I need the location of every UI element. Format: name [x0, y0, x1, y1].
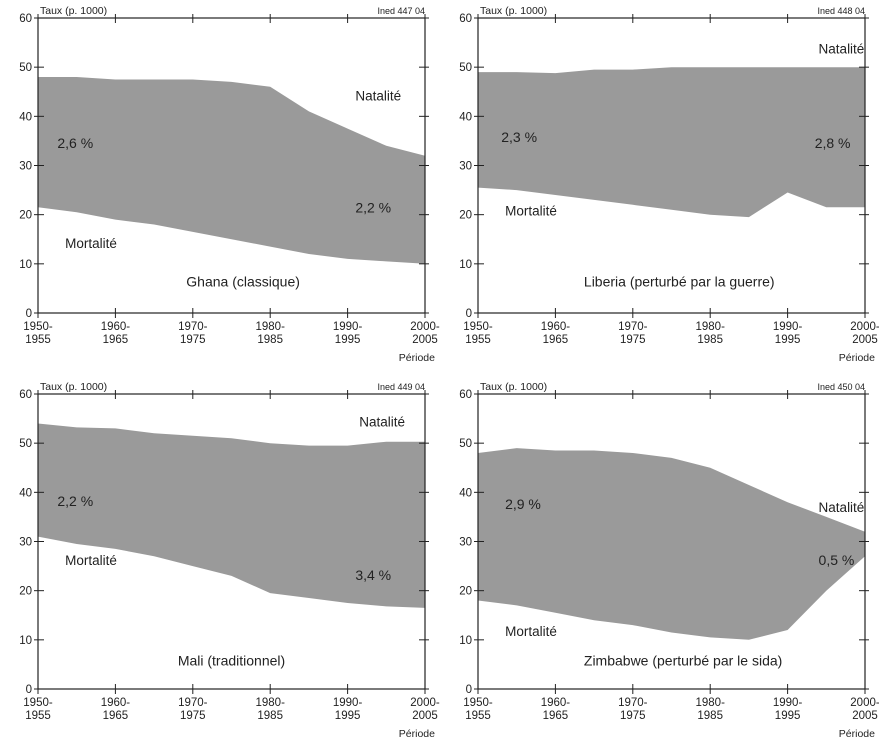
x-tick-label: 2000-2005	[410, 321, 440, 346]
mortality-label: Mortalité	[505, 624, 557, 639]
x-tick-label: 1970-1975	[618, 697, 648, 722]
natality-label: Natalité	[819, 41, 865, 56]
x-tick-label: 1970-1975	[178, 321, 208, 346]
x-tick-label: 1970-1975	[618, 321, 648, 346]
figure-code: Ined 447 04	[377, 6, 425, 16]
chart-svg: 0 10 20 30 40 50 60 1950-1955 1960-1965 1970-1975…	[19, 5, 440, 364]
growth-rate-annotation: 2,2 %	[57, 493, 93, 509]
chart-svg: 0 10 20 30 40 50 60 1950-1955 1960-1965 1970-1975…	[459, 381, 879, 740]
panel-zimbabwe: 0 10 20 30 40 50 60 1950-1955 1960-1965 1970-1975…	[440, 376, 879, 752]
y-tick-label: 40	[19, 487, 32, 499]
y-tick-label: 50	[459, 438, 472, 450]
mortality-label: Mortalité	[65, 553, 117, 568]
x-tick-label: 2000-2005	[850, 321, 879, 346]
y-tick-label: 10	[459, 259, 472, 271]
growth-band	[478, 448, 865, 640]
natality-label: Natalité	[819, 500, 865, 515]
y-tick-label: 50	[19, 62, 32, 74]
mortality-label: Mortalité	[65, 236, 117, 251]
figure-code: Ined 449 04	[377, 382, 425, 392]
y-tick-label: 10	[19, 259, 32, 271]
chart-svg: 0 10 20 30 40 50 60 1950-1955 1960-1965 1970-1975…	[19, 381, 440, 740]
x-tick-label: 2000-2005	[850, 697, 879, 722]
y-tick-label: 60	[19, 389, 32, 401]
mortality-label: Mortalité	[505, 204, 557, 219]
country-label: Zimbabwe (perturbé par le sida)	[584, 652, 782, 668]
x-tick-label: 1990-1995	[773, 321, 803, 346]
panel-ghana: 0 10 20 30 40 50 60 1950-1955 1960-1965 1970-1975…	[0, 0, 440, 376]
country-label: Mali (traditionnel)	[178, 652, 285, 668]
growth-band	[38, 77, 425, 264]
x-axis-label: Période	[399, 728, 435, 740]
y-tick-label: 50	[459, 62, 472, 74]
growth-rate-annotation: 2,2 %	[355, 200, 391, 216]
growth-rate-annotation: 0,5 %	[819, 552, 855, 568]
y-tick-label: 60	[19, 13, 32, 25]
y-tick-label: 40	[459, 487, 472, 499]
natality-label: Natalité	[355, 89, 401, 104]
x-tick-label: 2000-2005	[410, 697, 440, 722]
chart-svg: 0 10 20 30 40 50 60 1950-1955 1960-1965 1970-1975…	[459, 5, 879, 364]
country-label: Liberia (perturbé par la guerre)	[584, 273, 775, 289]
growth-band	[478, 67, 865, 218]
x-tick-label: 1990-1995	[333, 697, 363, 722]
y-tick-label: 10	[459, 635, 472, 647]
country-label: Ghana (classique)	[186, 273, 300, 289]
panel-liberia: 0 10 20 30 40 50 60 1950-1955 1960-1965 1970-1975…	[440, 0, 879, 376]
y-tick-label: 0	[466, 684, 472, 696]
y-tick-label: 30	[459, 537, 472, 549]
x-tick-label: 1960-1965	[541, 321, 571, 346]
x-tick-label: 1980-1985	[255, 697, 285, 722]
y-tick-label: 0	[466, 308, 472, 320]
x-tick-label: 1990-1995	[333, 321, 363, 346]
y-tick-label: 20	[459, 210, 472, 222]
x-tick-label: 1950-1955	[463, 321, 493, 346]
natality-label: Natalité	[359, 414, 405, 429]
x-tick-label: 1950-1955	[23, 697, 53, 722]
y-tick-label: 50	[19, 438, 32, 450]
x-tick-label: 1950-1955	[23, 321, 53, 346]
y-axis-label: Taux (p. 1000)	[480, 381, 547, 393]
x-axis-label: Période	[839, 728, 875, 740]
y-tick-label: 20	[19, 586, 32, 598]
x-tick-label: 1960-1965	[101, 321, 131, 346]
y-tick-label: 30	[19, 161, 32, 173]
growth-rate-annotation: 2,9 %	[505, 496, 541, 512]
y-axis-label: Taux (p. 1000)	[40, 381, 107, 393]
panel-mali: 0 10 20 30 40 50 60 1950-1955 1960-1965 1970-1975…	[0, 376, 440, 752]
figure-code: Ined 450 04	[817, 382, 865, 392]
growth-rate-annotation: 3,4 %	[355, 567, 391, 583]
growth-rate-annotation: 2,6 %	[57, 135, 93, 151]
x-tick-label: 1980-1985	[255, 321, 285, 346]
x-tick-label: 1960-1965	[101, 697, 131, 722]
x-tick-label: 1950-1955	[463, 697, 493, 722]
x-tick-label: 1980-1985	[695, 697, 725, 722]
x-axis-label: Période	[399, 352, 435, 364]
growth-band	[38, 423, 425, 608]
y-tick-label: 60	[459, 389, 472, 401]
x-tick-label: 1990-1995	[773, 697, 803, 722]
y-axis-label: Taux (p. 1000)	[480, 5, 547, 17]
y-tick-label: 30	[459, 161, 472, 173]
y-tick-label: 10	[19, 635, 32, 647]
y-tick-label: 20	[19, 210, 32, 222]
figure-code: Ined 448 04	[817, 6, 865, 16]
x-tick-label: 1970-1975	[178, 697, 208, 722]
y-tick-label: 20	[459, 586, 472, 598]
y-tick-label: 60	[459, 13, 472, 25]
y-tick-label: 0	[26, 308, 32, 320]
y-tick-label: 0	[26, 684, 32, 696]
y-tick-label: 40	[459, 111, 472, 123]
x-tick-label: 1960-1965	[541, 697, 571, 722]
growth-rate-annotation: 2,8 %	[815, 135, 851, 151]
growth-rate-annotation: 2,3 %	[501, 129, 537, 145]
x-axis-label: Période	[839, 352, 875, 364]
x-tick-label: 1980-1985	[695, 321, 725, 346]
y-tick-label: 40	[19, 111, 32, 123]
y-axis-label: Taux (p. 1000)	[40, 5, 107, 17]
y-tick-label: 30	[19, 537, 32, 549]
